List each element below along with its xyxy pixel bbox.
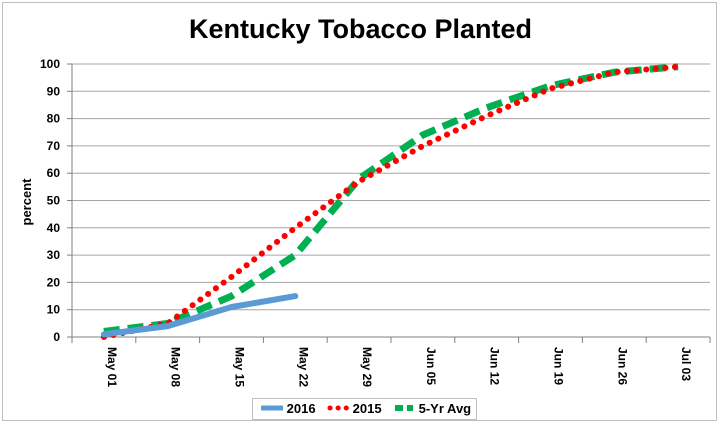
y-tick-label: 20 — [47, 275, 61, 289]
legend-item-5yr-avg: 5-Yr Avg — [393, 401, 471, 416]
y-tick-label: 0 — [53, 330, 60, 344]
y-tick-label: 90 — [47, 84, 61, 98]
chart-frame — [2, 2, 717, 421]
y-tick-label: 100 — [40, 57, 60, 71]
x-tick-label: Jun 05 — [424, 347, 438, 385]
y-tick-label: 40 — [47, 221, 61, 235]
series-line-2015 — [100, 63, 682, 340]
y-axis-label: percent — [19, 178, 34, 226]
x-tick-label: Jun 12 — [488, 347, 502, 385]
x-tick-label: May 01 — [105, 347, 119, 387]
y-tick-label: 30 — [47, 248, 61, 262]
legend: 2016 2015 5-Yr Avg — [252, 398, 477, 420]
axes: 0 10 20 30 40 50 60 70 80 90 100 May 01 May 08 May 15… — [40, 57, 711, 387]
y-tick-label: 60 — [47, 166, 61, 180]
y-tick-label: 80 — [47, 112, 61, 126]
legend-label-2015: 2015 — [352, 401, 382, 416]
x-tick-label: Jun 26 — [615, 347, 629, 385]
legend-item-2016: 2016 — [259, 401, 316, 416]
chart-title: Kentucky Tobacco Planted — [188, 14, 533, 44]
x-tick-label: May 15 — [233, 347, 247, 387]
series-line-2016 — [100, 293, 299, 338]
x-tick-label: May 22 — [296, 347, 310, 387]
x-tick-label: May 29 — [360, 347, 374, 387]
legend-label-2016: 2016 — [286, 401, 316, 416]
x-tick-label: May 08 — [169, 347, 183, 387]
legend-label-5yr-avg: 5-Yr Avg — [418, 401, 472, 416]
y-tick-label: 50 — [47, 194, 61, 208]
y-tick-label: 70 — [47, 139, 61, 153]
x-tick-label: Jul 03 — [679, 347, 693, 381]
series-lines — [100, 63, 682, 340]
legend-item-2015: 2015 — [327, 401, 382, 416]
y-tick-label: 10 — [47, 303, 61, 317]
series-line-5-yr-avg — [103, 63, 679, 335]
gridlines — [72, 63, 710, 311]
x-tick-label: Jun 19 — [552, 347, 566, 385]
